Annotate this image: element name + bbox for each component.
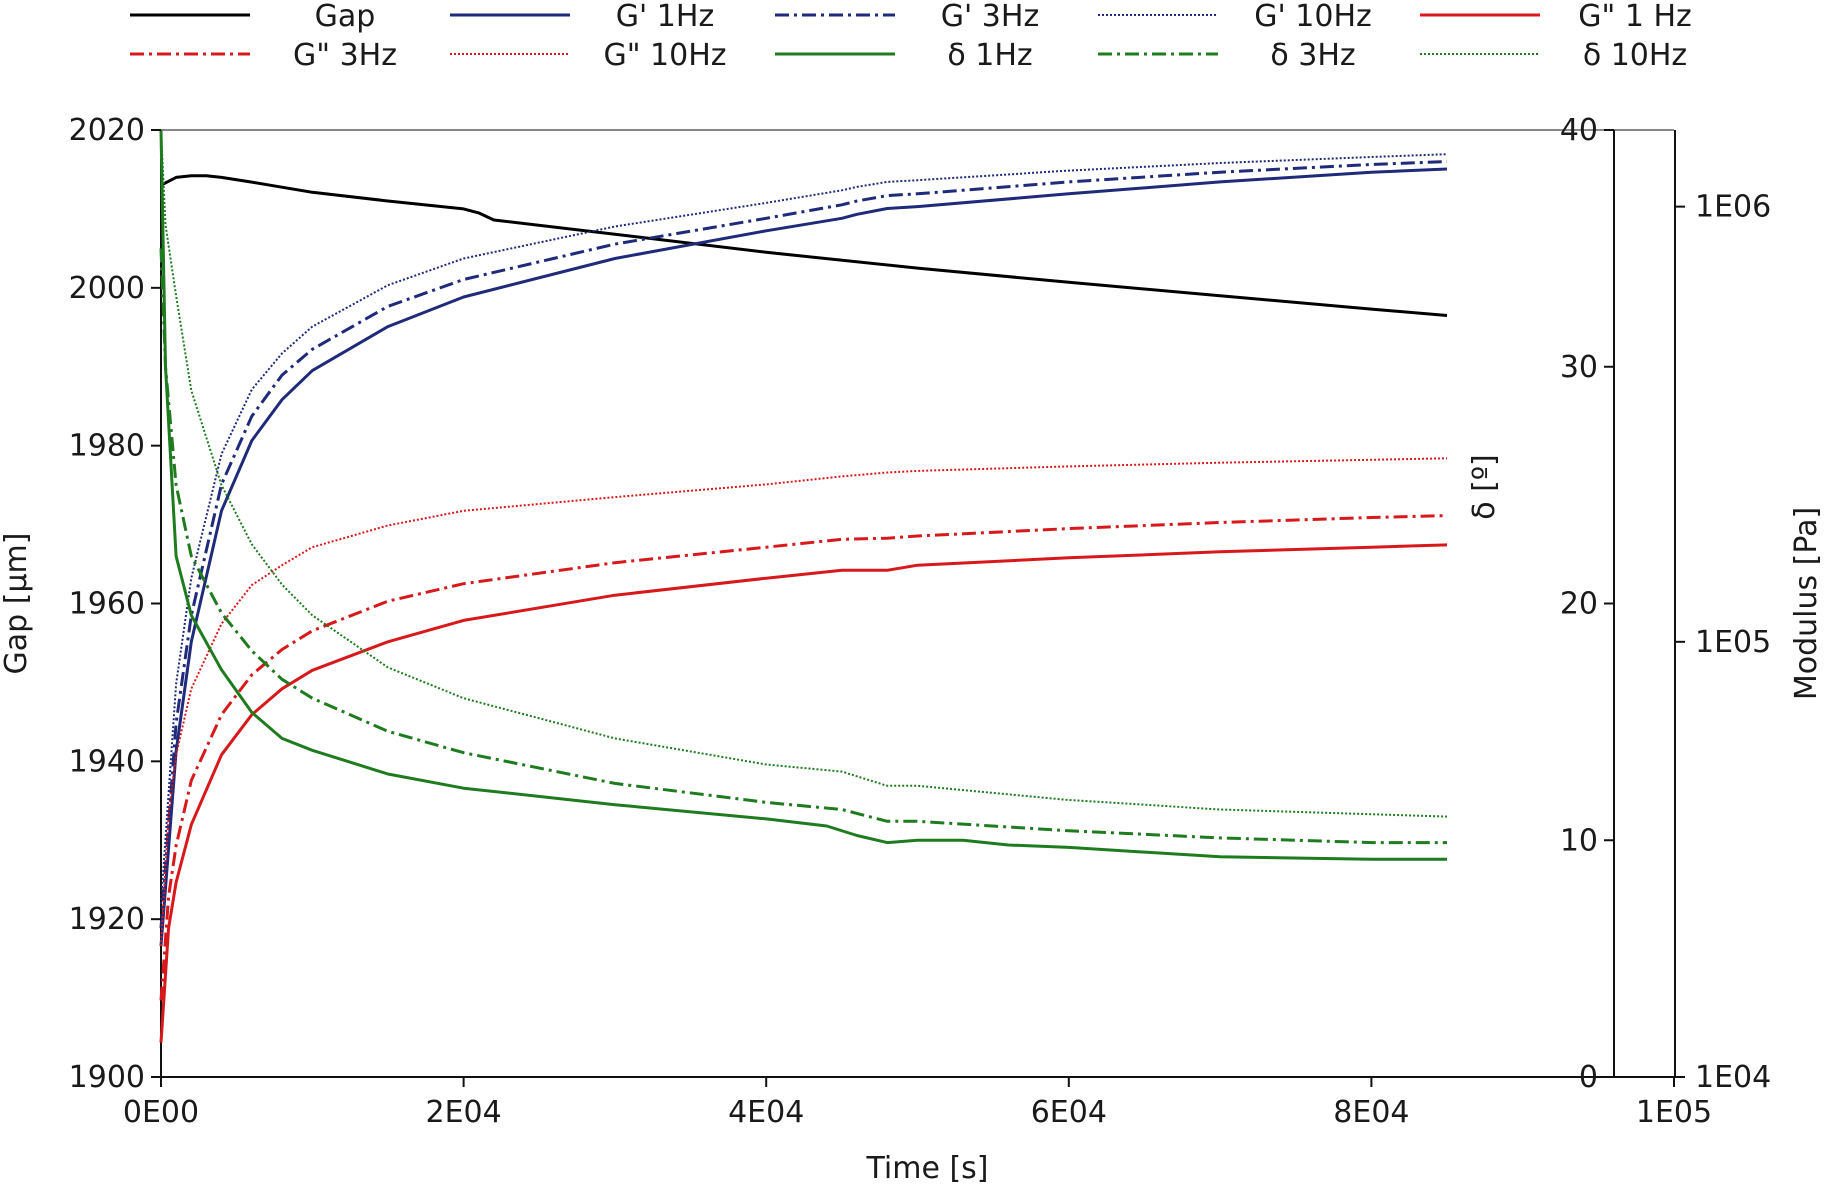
gap-tick-label: 1960 <box>69 587 145 622</box>
delta-axis-title: δ [º] <box>1467 454 1502 519</box>
x-tick-label: 8E04 <box>1333 1095 1409 1130</box>
gap-tick-label: 1900 <box>69 1060 145 1095</box>
series-line-6 <box>160 457 1448 947</box>
delta-tick-label: 10 <box>1560 823 1598 858</box>
series-line-7 <box>159 129 1447 861</box>
legend: Gap G' 1Hz G' 3Hz G' 10Hz G" 1 Hz G" 3Hz G" 10… <box>130 0 1692 73</box>
legend-label-2: G' 3Hz <box>941 0 1039 34</box>
gap-tick-label: 2020 <box>69 113 145 148</box>
legend-label-0: Gap <box>315 0 376 34</box>
legend-label-4: G" 1 Hz <box>1578 0 1692 34</box>
series-line-0 <box>160 174 1448 317</box>
axes-layer: 0E00 2E04 4E04 6E04 8E04 1E05 Time [s] 1900 1920… <box>0 113 1824 1186</box>
series-line-4 <box>159 543 1448 1043</box>
series-layer <box>159 129 1448 1043</box>
x-axis-title: Time [s] <box>866 1151 989 1186</box>
modulus-tick-label: 1E05 <box>1695 625 1771 660</box>
gap-axis-title: Gap [µm] <box>0 533 34 675</box>
gap-tick-label: 1980 <box>69 429 145 464</box>
x-tick-label: 2E04 <box>425 1095 501 1130</box>
legend-label-6: G" 10Hz <box>603 38 726 73</box>
legend-label-7: δ 1Hz <box>947 38 1032 73</box>
series-line-8 <box>159 248 1447 845</box>
x-tick-label: 4E04 <box>728 1095 804 1130</box>
series-line-5 <box>159 514 1448 1001</box>
x-tick-label: 6E04 <box>1031 1095 1107 1130</box>
series-line-3 <box>160 153 1448 904</box>
plot-frame <box>160 129 1676 1078</box>
gap-tick-label: 1940 <box>69 744 145 779</box>
modulus-tick-label: 1E04 <box>1695 1060 1771 1095</box>
x-tick-label: 1E05 <box>1636 1095 1712 1130</box>
delta-tick-label: 20 <box>1560 587 1598 622</box>
gap-tick-label: 1920 <box>69 902 145 937</box>
legend-label-1: G' 1Hz <box>616 0 714 34</box>
series-line-9 <box>160 129 1448 818</box>
delta-tick-label: 0 <box>1579 1060 1598 1095</box>
legend-label-5: G" 3Hz <box>293 38 397 73</box>
legend-label-3: G' 10Hz <box>1254 0 1372 34</box>
delta-tick-label: 30 <box>1560 350 1598 385</box>
delta-tick-label: 40 <box>1560 113 1598 148</box>
x-tick-label: 0E00 <box>123 1095 199 1130</box>
series-line-1 <box>159 167 1448 947</box>
legend-label-9: δ 10Hz <box>1583 38 1687 73</box>
modulus-tick-label: 1E06 <box>1695 190 1771 225</box>
legend-label-8: δ 3Hz <box>1270 38 1355 73</box>
modulus-axis-title: Modulus [Pa] <box>1789 507 1824 700</box>
gap-tick-label: 2000 <box>69 271 145 306</box>
